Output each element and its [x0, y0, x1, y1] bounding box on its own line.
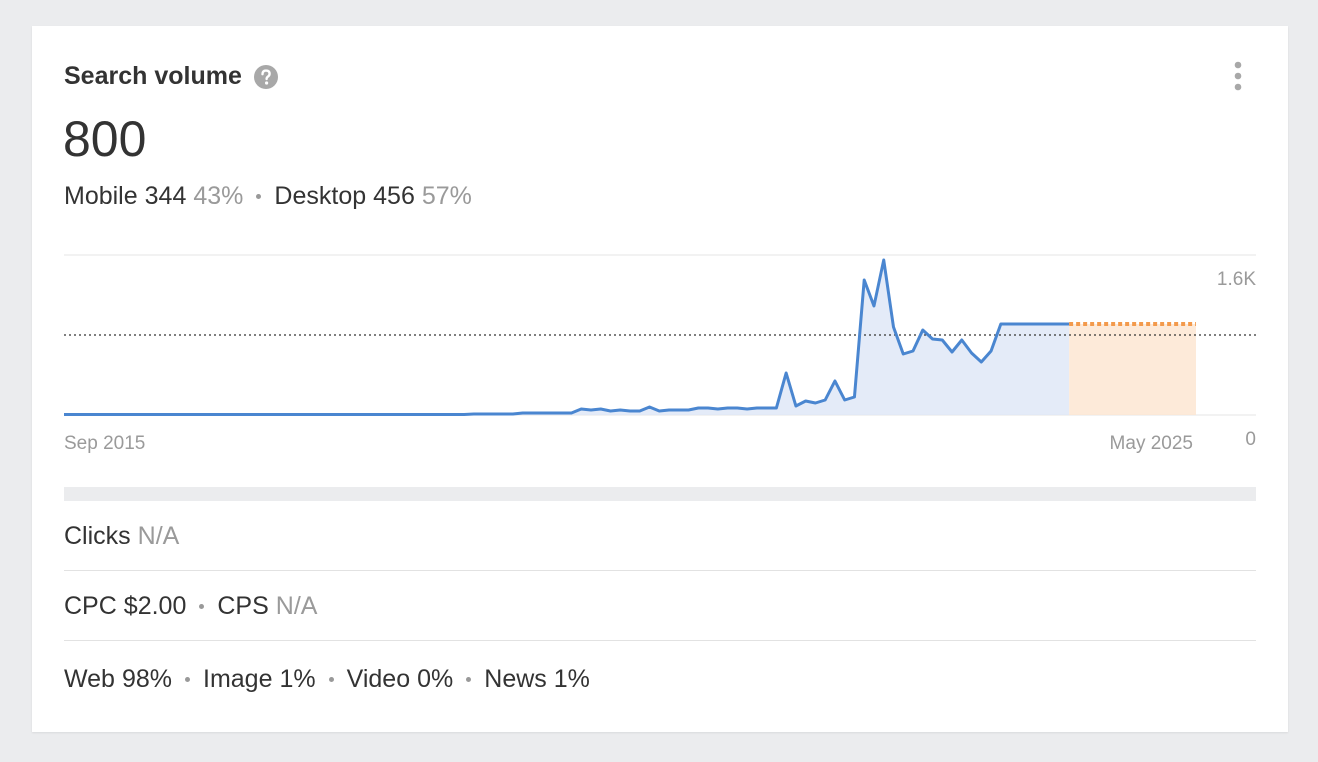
separator: [328, 677, 334, 682]
metric-label: CPS: [217, 592, 269, 620]
device-label: Mobile: [64, 182, 138, 210]
separator: [199, 604, 205, 609]
device-value: 344: [144, 182, 187, 210]
clicks-row: Clicks N/A: [64, 522, 179, 551]
serp-value: 0%: [417, 665, 454, 693]
title: Search volume: [64, 62, 242, 90]
title-row: Search volume: [64, 62, 278, 91]
x-tick-label: May 2025: [1110, 433, 1193, 454]
metric-label: Clicks: [64, 522, 131, 550]
row-divider: [64, 570, 1256, 571]
serp-label: Video: [346, 665, 411, 693]
row-divider: [64, 640, 1256, 641]
y-tick-label: 0: [1245, 429, 1256, 450]
chart: 0 1.6K Sep 2015 May 2025: [64, 254, 1256, 454]
metric-label: CPC: [64, 592, 117, 620]
serp-value: 1%: [553, 665, 590, 693]
serp-types-row: Web 98% Image 1% Video 0% News 1%: [64, 665, 590, 694]
device-label: Desktop: [274, 182, 367, 210]
device-share: 57%: [421, 182, 472, 210]
serp-label: Web: [64, 665, 115, 693]
divider-bar: [64, 487, 1256, 501]
area: [64, 260, 1070, 415]
device-breakdown: Mobile 344 43% Desktop 456 57%: [64, 182, 472, 211]
metric-value: N/A: [137, 522, 180, 550]
metric-value: $2.00: [123, 592, 187, 620]
total-volume: 800: [63, 111, 147, 167]
device-value: 456: [373, 182, 415, 210]
separator: [185, 677, 190, 682]
serp-label: Image: [203, 665, 273, 693]
area: [1069, 324, 1196, 415]
y-tick-label: 1.6K: [1217, 269, 1256, 290]
device-share: 43%: [193, 182, 244, 210]
separator: [466, 677, 472, 682]
serp-label: News: [484, 665, 547, 693]
menu-button[interactable]: [1228, 60, 1248, 92]
metric-value: N/A: [275, 592, 318, 620]
cost-row: CPC $2.00 CPS N/A: [64, 592, 317, 621]
series-line: [64, 258, 1070, 416]
serp-value: 98%: [121, 665, 172, 693]
x-tick-label: Sep 2015: [64, 433, 145, 454]
separator: [256, 194, 262, 199]
serp-value: 1%: [279, 665, 316, 693]
help-icon[interactable]: [253, 64, 278, 89]
